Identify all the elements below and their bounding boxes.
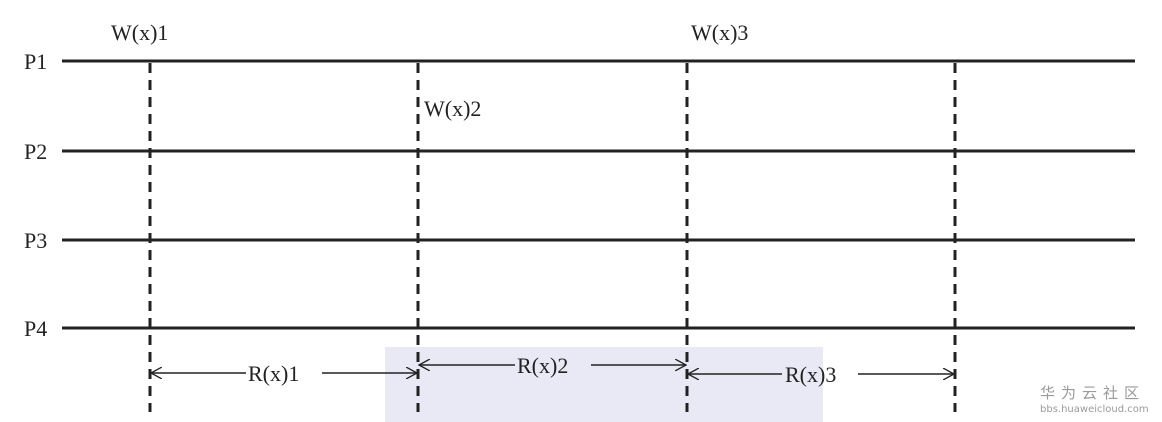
process-label-p1: P1 (24, 49, 47, 74)
write-label-3: W(x)3 (691, 20, 748, 45)
watermark-title: 华为云社区 (1040, 384, 1145, 402)
read-label-3: R(x)3 (785, 362, 836, 387)
read-intervals (151, 365, 954, 374)
dashed-markers (148, 63, 957, 412)
process-timelines: P1 P2 P3 P4 (24, 49, 1135, 341)
process-label-p2: P2 (24, 139, 47, 164)
read-label-1: R(x)1 (248, 361, 299, 386)
watermark-url: bbs.huaweicloud.com (1040, 404, 1149, 415)
write-label-1: W(x)1 (111, 20, 168, 45)
process-label-p3: P3 (24, 228, 47, 253)
write-label-2: W(x)2 (424, 96, 481, 121)
highlight-region (385, 347, 823, 422)
process-label-p4: P4 (24, 316, 47, 341)
read-label-2: R(x)2 (517, 353, 568, 378)
